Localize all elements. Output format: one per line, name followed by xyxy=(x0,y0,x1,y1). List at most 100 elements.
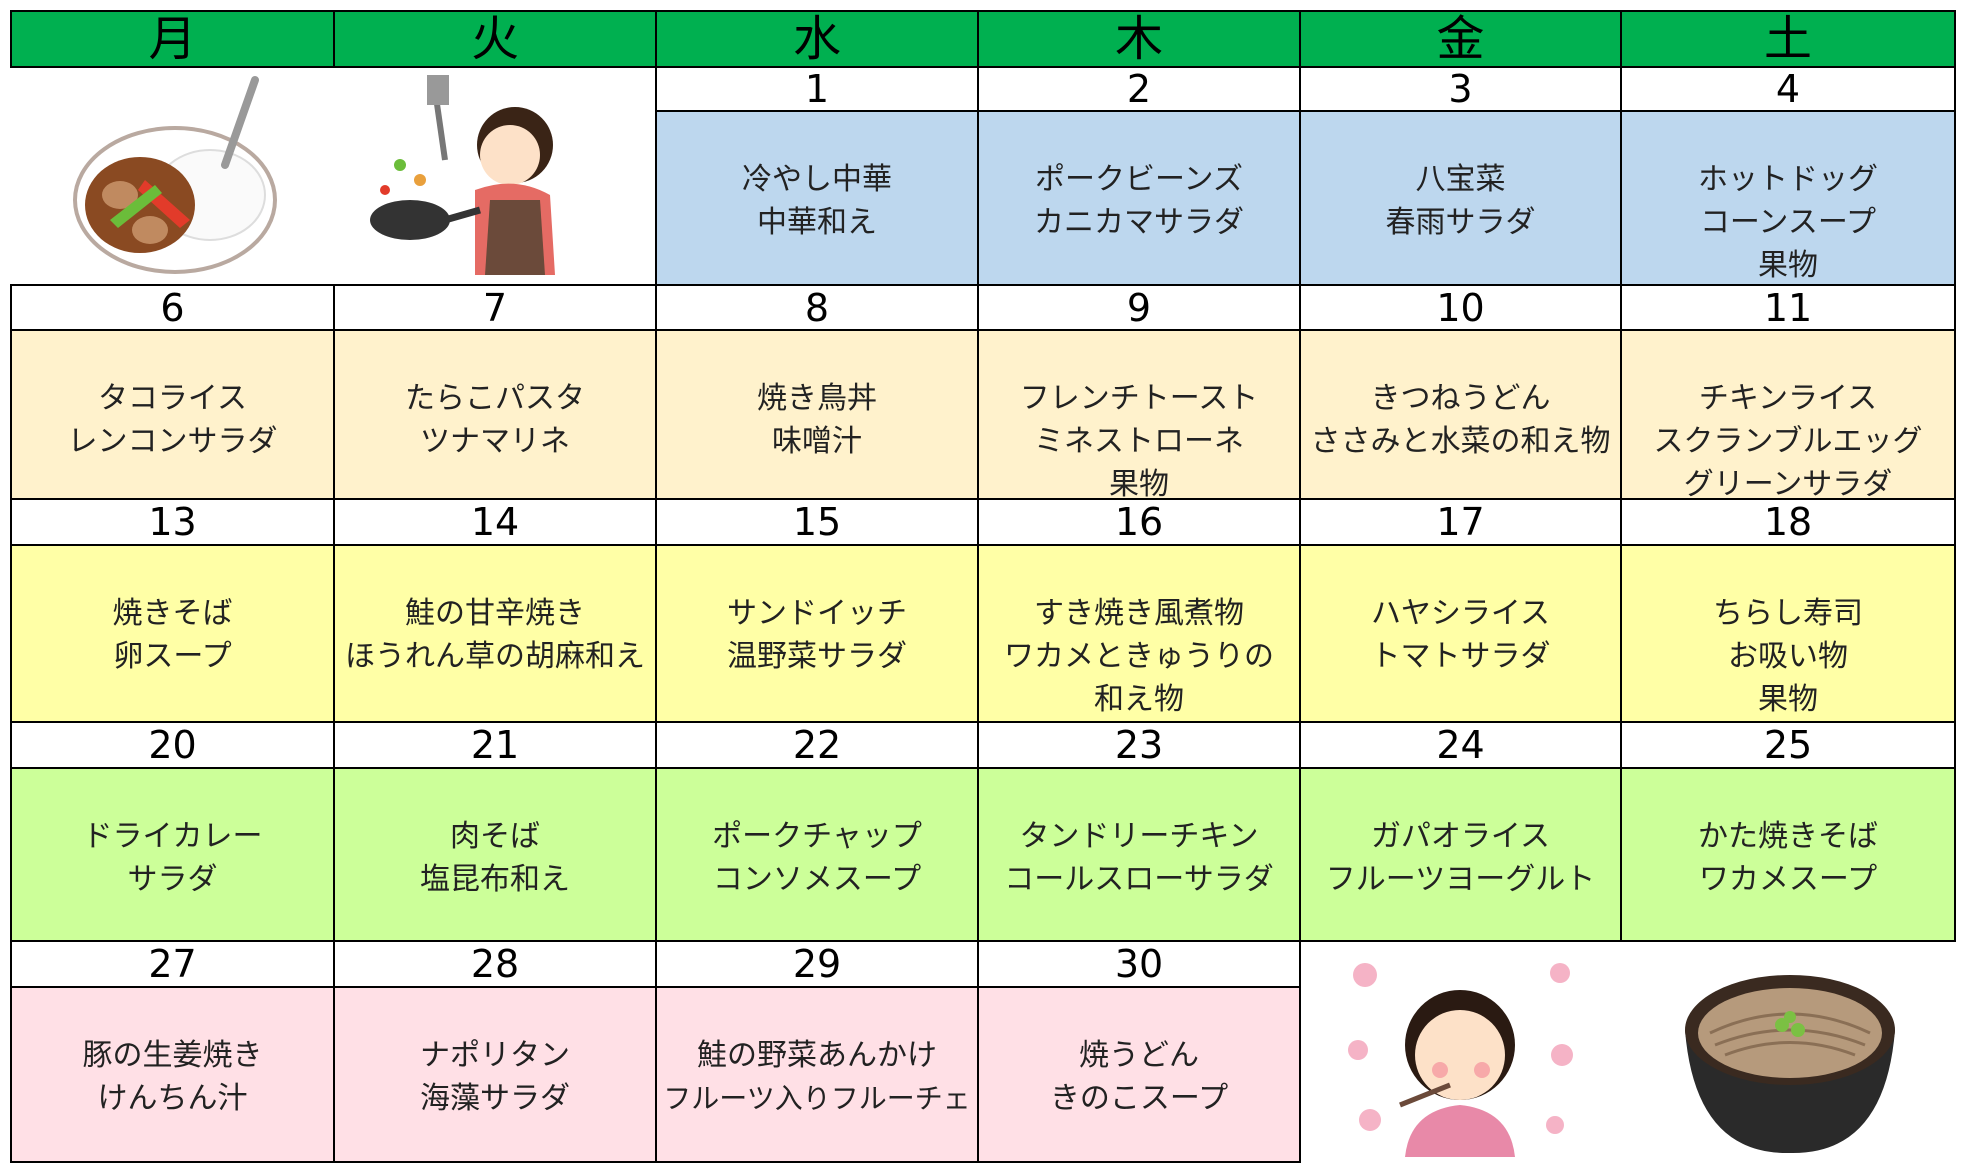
weekday-header: 金 xyxy=(1299,10,1622,68)
menu-item: 八宝菜 xyxy=(1415,162,1506,197)
menu-cell: たらこパスタ ツナマリネ xyxy=(333,329,657,500)
menu-item: 和え物 xyxy=(1094,682,1184,717)
menu-item: サラダ xyxy=(127,862,218,897)
menu-cell: ガパオライスフルーツヨーグルト xyxy=(1299,767,1622,942)
menu-item: トマトサラダ xyxy=(1370,639,1551,674)
weekday-header: 水 xyxy=(655,10,979,68)
menu-item: すき焼き風煮物 xyxy=(1034,596,1244,631)
menu-item: ミネストローネ xyxy=(1034,424,1244,459)
menu-item: コールスローサラダ xyxy=(1004,862,1274,897)
menu-cell: ポークチャップ コンソメスープ xyxy=(655,767,979,942)
menu-item: タコライス xyxy=(97,381,248,416)
menu-item: ホットドッグ xyxy=(1698,162,1878,197)
menu-item: グリーンサラダ xyxy=(1683,467,1893,500)
menu-item: 塩昆布和え xyxy=(420,862,570,897)
date-cell: 13 xyxy=(10,498,335,546)
menu-item: ツナマリネ xyxy=(420,424,570,459)
curry-illustration xyxy=(73,76,277,274)
menu-item: かた焼きそば xyxy=(1698,819,1878,854)
date-cell: 28 xyxy=(333,940,657,988)
menu-item: チキンライス xyxy=(1698,381,1878,416)
date-cell: 8 xyxy=(655,284,979,331)
menu-item: 海藻サラダ xyxy=(420,1081,570,1116)
menu-cell: ホットドッグ コーンスープ 果物 xyxy=(1620,110,1956,286)
menu-cell: ハヤシライス トマトサラダ xyxy=(1299,544,1622,723)
menu-cell: 冷やし中華 中華和え xyxy=(655,110,979,286)
date-cell: 22 xyxy=(655,721,979,769)
menu-item: フルーツヨーグルト xyxy=(1325,862,1596,897)
date-cell: 2 xyxy=(977,66,1301,112)
soba-illustration xyxy=(1685,975,1895,1154)
weekday-header: 土 xyxy=(1620,10,1956,68)
date-cell: 6 xyxy=(10,284,335,331)
menu-cell: 鮭の野菜あんかけフルーツ入りフルーチェ xyxy=(655,986,979,1163)
weekday-header: 月 xyxy=(10,10,335,68)
menu-item: きつねうどん xyxy=(1370,381,1551,416)
menu-item: コーンスープ xyxy=(1699,205,1877,240)
menu-item: 中華和え xyxy=(757,205,877,240)
menu-cell: タコライスレンコンサラダ xyxy=(10,329,335,500)
menu-item: 豚の生姜焼き xyxy=(82,1038,263,1073)
menu-cell: すき焼き風煮物 ワカメときゅうりの 和え物 xyxy=(977,544,1301,723)
menu-item: 焼きそば xyxy=(112,596,233,631)
menu-item: ワカメスープ xyxy=(1698,862,1878,897)
menu-item: 焼き鳥丼 xyxy=(757,381,877,416)
menu-item: ドライカレー xyxy=(82,819,263,854)
menu-cell: サンドイッチ 温野菜サラダ xyxy=(655,544,979,723)
date-cell: 30 xyxy=(977,940,1301,988)
date-cell: 25 xyxy=(1620,721,1956,769)
date-cell: 7 xyxy=(333,284,657,331)
menu-cell: 焼きそば 卵スープ xyxy=(10,544,335,723)
date-cell: 11 xyxy=(1620,284,1956,331)
date-cell: 24 xyxy=(1299,721,1622,769)
date-cell: 3 xyxy=(1299,66,1622,112)
date-cell: 4 xyxy=(1620,66,1956,112)
date-cell: 17 xyxy=(1299,498,1622,546)
weekday-header: 火 xyxy=(333,10,657,68)
menu-item: 卵スープ xyxy=(113,639,232,674)
menu-item: ナポリタン xyxy=(420,1038,570,1073)
menu-cell: 焼き鳥丼 味噌汁 xyxy=(655,329,979,500)
menu-item: けんちん汁 xyxy=(97,1081,248,1116)
menu-cell: ドライカレー サラダ xyxy=(10,767,335,942)
menu-item: 肉そば xyxy=(450,819,540,854)
menu-item: 春雨サラダ xyxy=(1385,205,1536,240)
date-cell: 9 xyxy=(977,284,1301,331)
menu-item: 鮭の甘辛焼き xyxy=(405,596,585,631)
menu-item: 果物 xyxy=(1758,248,1818,283)
date-cell: 1 xyxy=(655,66,979,112)
menu-item: ハヤシライス xyxy=(1370,596,1551,631)
date-cell: 29 xyxy=(655,940,979,988)
menu-item: 鮭の野菜あんかけ xyxy=(697,1038,937,1073)
menu-item: ささみと水菜の和え物 xyxy=(1310,424,1611,459)
menu-cell: フレンチトースト ミネストローネ 果物 xyxy=(977,329,1301,500)
menu-item: きのこスープ xyxy=(1049,1081,1229,1116)
menu-item: フレンチトースト xyxy=(1019,381,1259,416)
menu-cell: ポークビーンズ カニカマサラダ xyxy=(977,110,1301,286)
menu-cell: ちらし寿司 お吸い物 果物 xyxy=(1620,544,1956,723)
menu-item: フルーツ入りフルーチェ xyxy=(663,1082,971,1115)
menu-item: ワカメときゅうりの xyxy=(1004,639,1274,674)
menu-item: タンドリーチキン xyxy=(1019,819,1259,854)
menu-item: 果物 xyxy=(1109,467,1169,500)
menu-cell: 豚の生姜焼き けんちん汁 xyxy=(10,986,335,1163)
menu-cell: きつねうどんささみと水菜の和え物 xyxy=(1299,329,1622,500)
date-cell: 18 xyxy=(1620,498,1956,546)
menu-item: 温野菜サラダ xyxy=(727,639,907,674)
menu-cell: 鮭の甘辛焼き ほうれん草の胡麻和え xyxy=(333,544,657,723)
menu-item: ガパオライス xyxy=(1370,819,1551,854)
menu-item: レンコンサラダ xyxy=(67,424,278,459)
date-cell: 23 xyxy=(977,721,1301,769)
menu-item: サンドイッチ xyxy=(727,596,907,631)
menu-item: コンソメスープ xyxy=(712,862,922,897)
menu-item: ちらし寿司 xyxy=(1713,596,1863,631)
menu-cell: 肉そば 塩昆布和え xyxy=(333,767,657,942)
date-cell: 15 xyxy=(655,498,979,546)
menu-item: カニカマサラダ xyxy=(1034,205,1244,240)
menu-item: ポークチャップ xyxy=(712,819,922,854)
menu-item: たらこパスタ xyxy=(405,381,585,416)
date-cell: 10 xyxy=(1299,284,1622,331)
menu-item: 味噌汁 xyxy=(772,424,862,459)
menu-cell: チキンライス スクランブルエッグ グリーンサラダ xyxy=(1620,329,1956,500)
